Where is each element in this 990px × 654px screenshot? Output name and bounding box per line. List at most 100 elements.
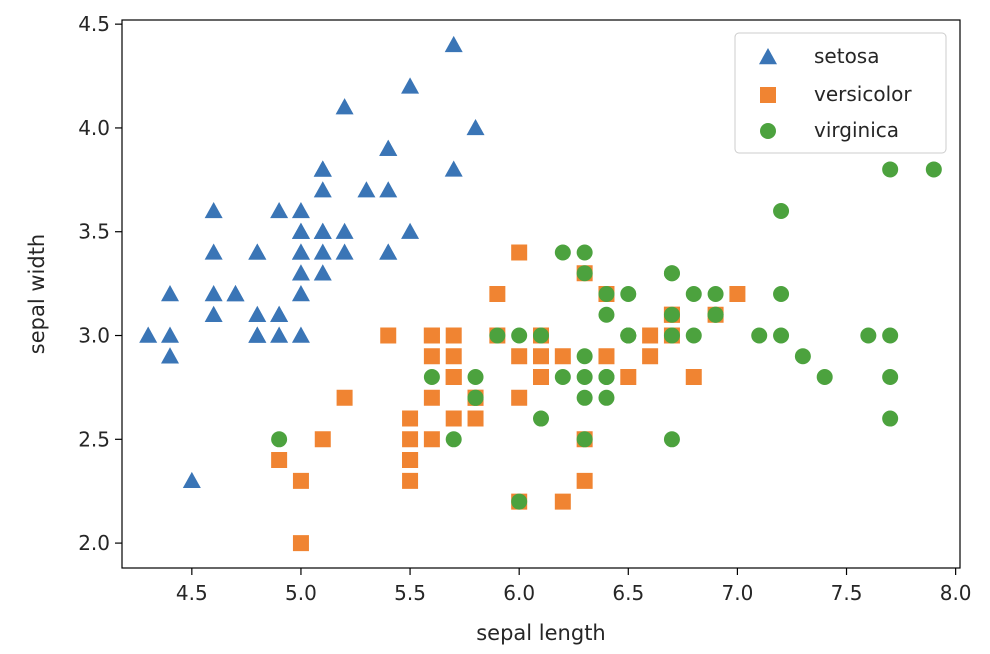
setosa-point <box>466 118 485 136</box>
versicolor-point <box>554 493 571 510</box>
y-axis-label: sepal width <box>25 234 49 354</box>
versicolor-point <box>445 348 462 365</box>
versicolor-point <box>685 369 702 386</box>
versicolor-point <box>380 327 397 344</box>
setosa-point <box>313 181 332 198</box>
versicolor-point <box>423 389 440 406</box>
versicolor-point <box>576 472 593 489</box>
virginica-point <box>882 327 899 344</box>
virginica-point <box>685 286 702 302</box>
versicolor-point <box>729 286 746 302</box>
setosa-point <box>313 264 332 281</box>
virginica-point <box>620 327 637 344</box>
setosa-point <box>139 326 158 343</box>
setosa-point <box>204 285 223 302</box>
virginica-point <box>707 286 724 302</box>
setosa-point <box>270 201 289 219</box>
versicolor-point <box>511 244 528 261</box>
setosa-point <box>291 326 310 343</box>
setosa-point <box>248 326 267 343</box>
virginica-point <box>533 327 549 344</box>
setosa-point <box>291 222 310 239</box>
setosa-point <box>335 243 354 260</box>
x-tick-label: 6.0 <box>503 581 535 605</box>
setosa-point <box>401 222 420 239</box>
virginica-point <box>554 369 571 386</box>
virginica-point <box>663 306 680 323</box>
legend: setosa versicolor virginica <box>734 32 947 154</box>
virginica-point <box>773 327 790 344</box>
versicolor-point <box>402 452 419 469</box>
versicolor-point <box>511 389 528 406</box>
versicolor-point <box>423 431 440 448</box>
setosa-point <box>226 285 245 302</box>
setosa-point <box>335 98 354 115</box>
virginica-point <box>620 286 637 302</box>
setosa-point <box>248 305 267 322</box>
virginica-point <box>882 369 899 386</box>
x-tick-label: 7.5 <box>831 581 863 605</box>
x-axis: 4.5 5.0 5.5 6.0 6.5 7.0 7.5 8.0 <box>176 568 972 605</box>
virginica-point <box>576 431 593 448</box>
virginica-point <box>663 327 680 344</box>
versicolor-point <box>642 327 659 344</box>
virginica-point <box>860 327 877 344</box>
virginica-point <box>489 327 506 344</box>
x-tick-label: 6.5 <box>612 581 644 605</box>
setosa-point <box>204 201 223 219</box>
versicolor-point <box>445 369 462 386</box>
x-tick-label: 4.5 <box>176 581 208 605</box>
setosa-point <box>313 160 332 177</box>
y-tick-label: 3.5 <box>78 220 110 244</box>
virginica-point <box>576 389 593 406</box>
versicolor-point <box>292 535 309 552</box>
virginica-point <box>707 306 724 323</box>
virginica-point <box>271 431 288 448</box>
legend-label-setosa: setosa <box>814 44 879 68</box>
legend-marker-setosa <box>759 48 777 65</box>
versicolor-point <box>533 369 549 386</box>
versicolor-point <box>533 348 549 365</box>
setosa-point <box>291 285 310 302</box>
setosa-point <box>379 243 398 260</box>
versicolor-point <box>445 327 462 344</box>
y-tick-label: 4.0 <box>78 116 110 140</box>
setosa-point <box>161 285 180 302</box>
virginica-point <box>533 410 549 427</box>
versicolor-point <box>423 327 440 344</box>
virginica-point <box>598 306 615 323</box>
virginica-point <box>576 348 593 365</box>
virginica-point <box>598 286 615 302</box>
setosa-point <box>204 243 223 260</box>
x-tick-label: 5.5 <box>394 581 426 605</box>
virginica-point <box>445 431 462 448</box>
setosa-point <box>291 201 310 219</box>
virginica-point <box>423 369 440 386</box>
setosa-point <box>444 160 463 177</box>
virginica-point <box>598 369 615 386</box>
virginica-point <box>794 348 811 365</box>
versicolor-point <box>511 348 528 365</box>
legend-box <box>734 32 947 154</box>
versicolor-point <box>489 286 506 302</box>
data-points <box>139 35 942 552</box>
setosa-point <box>291 243 310 260</box>
legend-marker-virginica <box>760 123 776 139</box>
virginica-point <box>685 327 702 344</box>
virginica-point <box>511 327 528 344</box>
virginica-point <box>882 410 899 427</box>
virginica-point <box>773 202 790 219</box>
virginica-point <box>467 389 484 406</box>
virginica-point <box>554 244 571 261</box>
setosa-point <box>379 139 398 156</box>
versicolor-point <box>292 472 309 489</box>
setosa-point <box>379 181 398 198</box>
legend-marker-versicolor <box>760 87 776 103</box>
virginica-point <box>663 265 680 282</box>
virginica-point <box>598 389 615 406</box>
setosa-point <box>204 305 223 322</box>
versicolor-point <box>642 348 659 365</box>
x-tick-label: 5.0 <box>285 581 317 605</box>
legend-label-virginica: virginica <box>814 118 899 142</box>
